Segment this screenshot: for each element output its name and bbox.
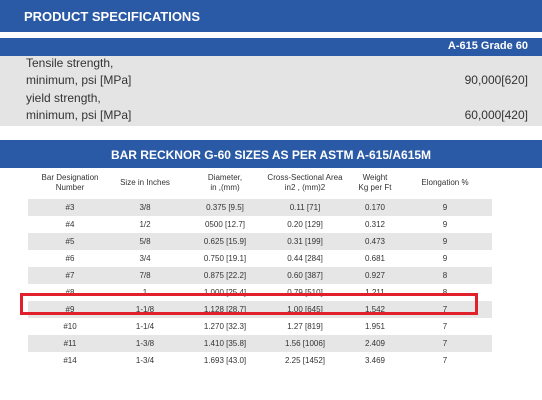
table-cell: 7: [442, 322, 448, 331]
table-cell: 1.00 [645]: [287, 305, 323, 314]
table-cell: 1/2: [139, 220, 151, 229]
table-cell: #9: [65, 305, 75, 314]
table-title: BAR RECKNOR G-60 SIZES AS PER ASTM A-615…: [0, 140, 542, 168]
table-cell: 5/8: [139, 237, 151, 246]
table-cell: 3/4: [139, 254, 151, 263]
spec-label: yield strength,: [26, 91, 101, 105]
table-cell: 1.542: [364, 305, 386, 314]
table-cell: 9: [442, 203, 448, 212]
table-cell: 1: [142, 288, 148, 297]
table-row: [28, 318, 492, 335]
column-header: Bar Designation: [41, 173, 99, 182]
table-cell: 0.927: [364, 271, 386, 280]
table-cell: 7/8: [139, 271, 151, 280]
spec-value: 90,000[620]: [464, 73, 528, 87]
table-cell: #7: [65, 271, 75, 280]
table-cell: 9: [442, 254, 448, 263]
table-cell: 1-1/4: [135, 322, 155, 331]
table-cell: 0.375 [9.5]: [206, 203, 244, 212]
table-cell: 1.211: [365, 288, 385, 297]
table-cell: 7: [442, 356, 448, 365]
table-row: [28, 199, 492, 216]
table-cell: #3: [65, 203, 75, 212]
table-cell: 1.270 [32.3]: [203, 322, 247, 331]
highlight-box: [20, 293, 478, 315]
column-header: in2 , (mm)2: [284, 183, 326, 192]
table-cell: 0.625 [15.9]: [203, 237, 247, 246]
column-header: Cross-Sectional Area: [267, 173, 343, 182]
table-row: [28, 216, 492, 233]
table-cell: 0.170: [364, 203, 386, 212]
table-cell: 3.469: [364, 356, 386, 365]
column-header: Weight: [362, 173, 388, 182]
table-cell: 1.000 [25.4]: [203, 288, 247, 297]
table-row: [28, 352, 492, 369]
table-row: [28, 233, 492, 250]
table-cell: 0500 [12.7]: [204, 220, 246, 229]
table-cell: 0.681: [364, 254, 386, 263]
table-cell: 0.312: [364, 220, 386, 229]
table-cell: #6: [65, 254, 75, 263]
table-cell: 0.750 [19.1]: [203, 254, 247, 263]
table-cell: 7: [442, 305, 448, 314]
table-cell: 0.60 [387]: [287, 271, 323, 280]
table-cell: #8: [65, 288, 75, 297]
table-row: [28, 284, 492, 301]
spec-label: Tensile strength,: [26, 56, 114, 70]
table-cell: 0.20 [129]: [287, 220, 323, 229]
column-header: Size in Inches: [120, 178, 170, 187]
table-cell: 8: [442, 288, 448, 297]
table-cell: 8: [442, 271, 448, 280]
column-header: Number: [55, 183, 85, 192]
column-header: Diameter,: [207, 173, 243, 182]
grade-bar: A-615 Grade 60: [0, 38, 542, 56]
table-cell: #11: [63, 339, 77, 348]
table-cell: 2.409: [364, 339, 386, 348]
table-cell: 1-3/8: [135, 339, 155, 348]
table-cell: #10: [63, 322, 77, 331]
table-cell: 0.11 [71]: [289, 203, 321, 212]
table-cell: 1.128 [28.7]: [203, 305, 247, 314]
spec-block: [0, 56, 542, 126]
spec-title: PRODUCT SPECIFICATIONS: [0, 0, 542, 32]
table-cell: 9: [442, 220, 448, 229]
table-cell: 1-1/8: [135, 305, 155, 314]
spec-label: minimum, psi [MPa]: [26, 108, 132, 122]
table-cell: 3/8: [139, 203, 151, 212]
table-cell: 1.410 [35.8]: [203, 339, 247, 348]
table-row: [28, 250, 492, 267]
spec-label: minimum, psi [MPa]: [26, 73, 132, 87]
table-cell: 1.693 [43.0]: [203, 356, 247, 365]
table-cell: 7: [442, 339, 448, 348]
column-header: Kg per Ft: [358, 183, 392, 192]
table-row: [28, 335, 492, 352]
table-cell: #4: [65, 220, 75, 229]
table-cell: 0.473: [364, 237, 386, 246]
spec-value: 60,000[420]: [464, 108, 528, 122]
table-cell: #5: [65, 237, 75, 246]
table-cell: 1-3/4: [135, 356, 155, 365]
table-cell: 0.44 [284]: [287, 254, 323, 263]
table-cell: 0.31 [199]: [287, 237, 323, 246]
table-cell: 9: [442, 237, 448, 246]
column-header: Elongation %: [421, 178, 469, 187]
table-cell: 1.27 [819]: [287, 322, 323, 331]
table-cell: 0.875 [22.2]: [203, 271, 247, 280]
table-cell: #14: [63, 356, 77, 365]
table-cell: 1.56 [1006]: [284, 339, 326, 348]
table-cell: 1.951: [364, 322, 386, 331]
column-header: in ,(mm): [210, 183, 240, 192]
table-cell: 2.25 [1452]: [284, 356, 326, 365]
table-cell: 0.79 [510]: [287, 288, 323, 297]
table-row: [28, 267, 492, 284]
